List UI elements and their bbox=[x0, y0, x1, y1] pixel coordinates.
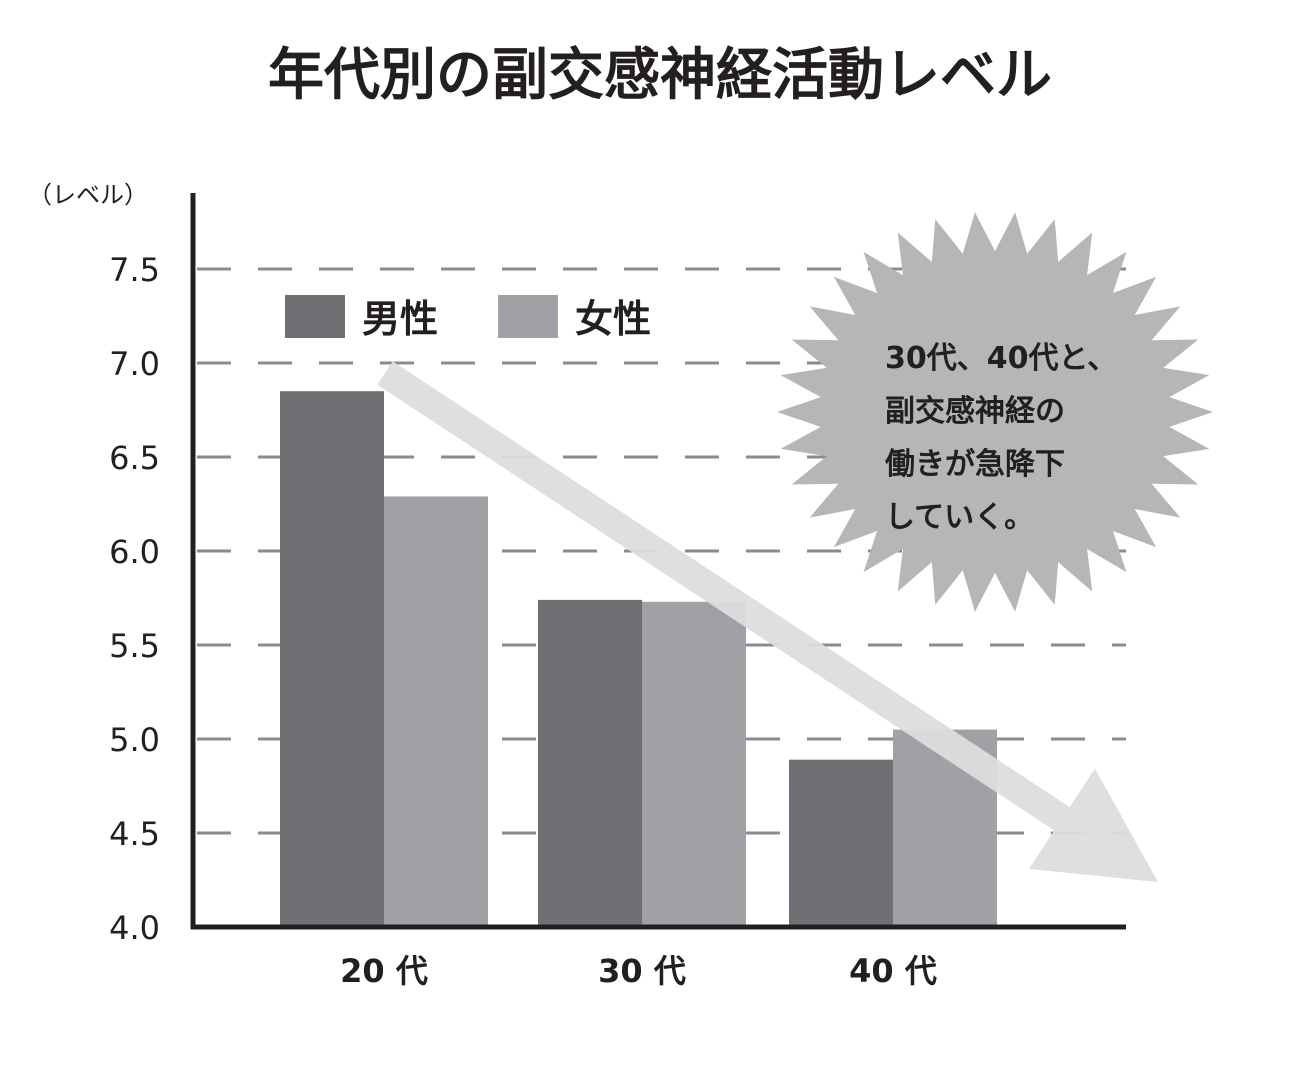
legend-swatch-female bbox=[498, 295, 558, 338]
y-tick-label: 7.5 bbox=[109, 251, 160, 289]
y-tick-label: 6.5 bbox=[109, 439, 160, 477]
legend-label-female: 女性 bbox=[575, 297, 651, 341]
x-tick-label: 30 代 bbox=[598, 952, 686, 990]
y-tick-labels: 4.0 4.5 5.0 5.5 6.0 6.5 7.0 7.5 bbox=[109, 251, 160, 947]
bar-female-20s bbox=[384, 496, 488, 927]
legend: 男性 女性 bbox=[285, 295, 651, 341]
trend-arrow-shape bbox=[377, 361, 1158, 882]
annotation-starburst: 30代、40代と、 副交感神経の 働きが急降下 していく。 bbox=[777, 212, 1213, 612]
bar-male-30s bbox=[538, 599, 642, 927]
y-tick-label: 4.5 bbox=[109, 815, 160, 853]
x-tick-label: 40 代 bbox=[849, 952, 937, 990]
y-tick-label: 5.5 bbox=[109, 627, 160, 665]
y-tick-label: 6.0 bbox=[109, 533, 160, 571]
annotation-line-3: 働きが急降下 bbox=[884, 447, 1065, 482]
annotation-line-2: 副交感神経の bbox=[885, 394, 1065, 429]
y-tick-label: 5.0 bbox=[109, 721, 160, 759]
chart-title: 年代別の副交感神経活動レベル bbox=[268, 43, 1052, 108]
legend-label-male: 男性 bbox=[362, 297, 438, 341]
annotation-line-1: 30代、40代と、 bbox=[885, 341, 1117, 376]
starburst-shape bbox=[777, 212, 1213, 612]
bar-female-30s bbox=[642, 601, 746, 927]
trend-arrow bbox=[377, 361, 1158, 882]
y-tick-label: 4.0 bbox=[109, 909, 160, 947]
x-tick-labels: 20 代 30 代 40 代 bbox=[340, 952, 937, 990]
x-tick-label: 20 代 bbox=[340, 952, 428, 990]
y-tick-label: 7.0 bbox=[109, 345, 160, 383]
y-axis-label: （レベル） bbox=[28, 181, 148, 209]
bar-male-20s bbox=[280, 391, 384, 927]
legend-swatch-male bbox=[285, 295, 345, 338]
bar-male-40s bbox=[789, 759, 893, 927]
annotation-line-4: していく。 bbox=[885, 500, 1034, 535]
bars bbox=[280, 391, 997, 927]
